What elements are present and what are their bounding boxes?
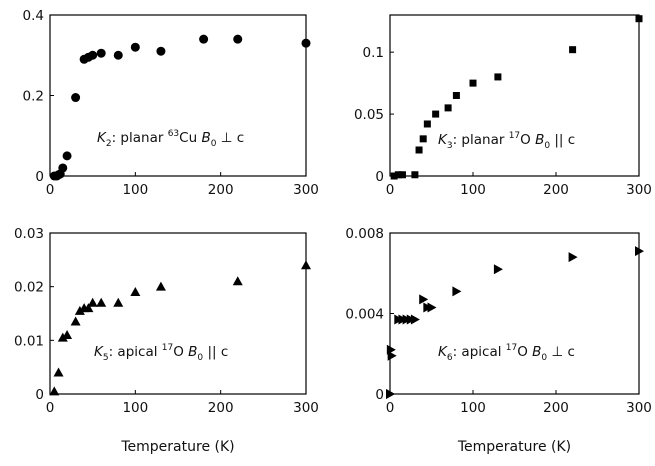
panel-annotation: K5: apical 17O B0 || c [94,343,228,363]
data-point [419,135,427,143]
data-point [58,163,68,173]
panel-1: 0 100 200 300 0 0.2 0.4 K2: planar 63Cu B0 ⊥ c [23,8,319,198]
data-point [494,73,502,81]
data-point [394,171,402,179]
x-tick-label: 100 [122,400,148,416]
data-point [113,297,124,307]
y-tick-label: 0.1 [363,45,384,61]
plot-frame [389,232,640,395]
y-tick-label: 0.008 [345,226,384,242]
data-point [87,297,98,307]
data-point [427,302,437,313]
x-axis-label: Temperature (K) [120,439,234,455]
panel-annotation: K3: planar 17O B0 || c [438,131,575,151]
data-point [390,172,398,180]
x-tick-label: 300 [293,182,319,198]
data-point [635,15,643,23]
x-tick-label: 200 [543,400,569,416]
data-point [419,294,429,305]
data-point [411,171,419,179]
y-tick-label: 0.4 [23,8,44,24]
y-tick-label: 0 [375,387,384,403]
data-point [387,350,397,361]
data-point [569,46,577,54]
data-point [233,34,243,44]
y-tick-label: 0.02 [14,280,44,296]
y-tick-label: 0.2 [23,89,44,105]
x-axis-label: Temperature (K) [457,439,571,455]
data-point [70,316,81,326]
data-point [410,314,420,325]
y-tick-label: 0 [375,169,384,185]
data-point [62,329,73,339]
data-point [57,332,68,342]
x-tick-label: 100 [460,182,486,198]
data-point [130,287,141,297]
x-tick-label: 100 [460,400,486,416]
x-tick-label: 200 [543,182,569,198]
x-tick-label: 0 [386,400,395,416]
data-point [130,42,140,52]
y-tick-label: 0.05 [354,107,384,123]
x-tick-label: 0 [46,182,55,198]
data-point [635,246,644,257]
x-tick-label: 300 [293,400,319,416]
x-tick-label: 300 [626,182,652,198]
data-point [493,264,503,275]
data-point [62,151,72,161]
data-point [113,50,123,60]
data-point [71,93,81,103]
x-tick-label: 0 [386,182,395,198]
x-tick-label: 100 [122,182,148,198]
y-tick-label: 0 [35,169,44,185]
panel-4: 0 100 200 300 0 0.004 0.008 K6: apical 17O B0 ⊥… [345,226,652,455]
data-point [232,276,243,286]
panel-3: 0 100 200 300 0 0.01 0.02 0.03 K5: apical 17O B0… [14,226,319,455]
data-point [452,92,460,99]
plot-frame [49,232,307,395]
data-point [423,120,431,128]
x-tick-label: 300 [626,400,652,416]
y-tick-label: 0.004 [345,307,384,323]
x-tick-label: 0 [46,400,55,416]
data-point [568,252,578,263]
x-tick-label: 200 [208,182,234,198]
panel-2: 0 100 200 300 0 0.05 0.1 K3: planar 17O B0 || c [354,14,652,198]
plot-frame [389,14,640,177]
data-point [398,171,406,179]
data-point [53,367,64,377]
y-tick-label: 0.01 [14,333,44,349]
data-point [469,79,477,87]
data-point [49,386,60,396]
y-tick-label: 0.03 [14,226,44,242]
data-point [96,297,107,307]
data-point [199,34,209,44]
data-point [444,104,452,112]
data-point [155,281,166,291]
plot-frame [49,14,307,177]
data-point [74,305,85,315]
data-point [156,46,166,56]
x-tick-label: 200 [208,400,234,416]
data-point [83,303,94,313]
data-point [88,50,98,60]
data-point [301,38,311,48]
data-point [386,389,395,399]
data-point [452,286,462,297]
y-tick-label: 0 [35,387,44,403]
panel-annotation: K2: planar 63Cu B0 ⊥ c [97,129,244,149]
data-point [301,260,311,270]
data-point [96,48,106,58]
panel-annotation: K6: apical 17O B0 ⊥ c [438,343,575,363]
data-point [415,146,423,154]
data-point [432,110,440,118]
